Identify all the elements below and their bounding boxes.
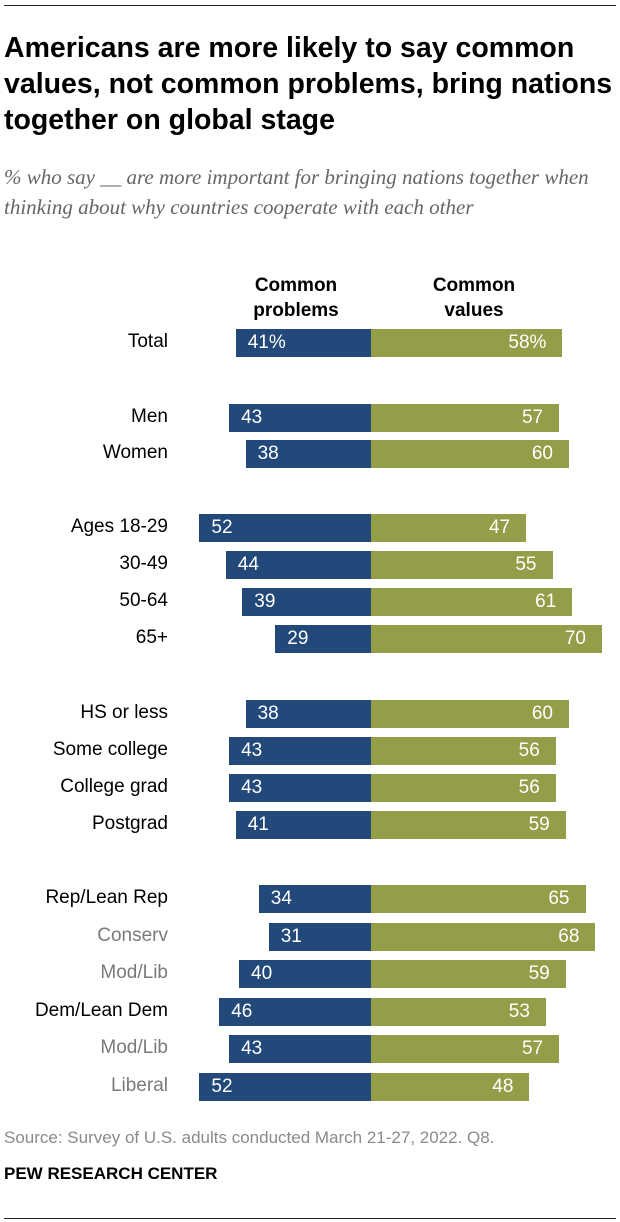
bar-common-problems <box>239 960 371 988</box>
row-label: Some college <box>52 739 168 760</box>
bar-common-problems <box>229 1035 371 1063</box>
row-label: Mod/Lib <box>100 1037 168 1058</box>
row-label: Ages 18-29 <box>70 516 168 537</box>
bar-common-values <box>371 700 569 728</box>
row-label: Women <box>102 442 168 463</box>
brand-label: PEW RESEARCH CENTER <box>4 1164 218 1183</box>
label-common-problems: 34 <box>270 888 292 909</box>
label-common-values: 57 <box>521 407 544 428</box>
label-common-values: 68 <box>558 926 580 947</box>
label-common-values: 58% <box>508 332 547 353</box>
bar-common-values <box>371 737 556 765</box>
bottom-rule <box>4 1218 616 1219</box>
bar-common-values <box>371 774 556 802</box>
legend-common-problems: Common problems <box>253 275 339 321</box>
row-label: Rep/Lean Rep <box>45 887 168 908</box>
bar-common-problems <box>245 440 371 468</box>
bar-common-problems <box>219 998 371 1026</box>
label-common-problems: 41 <box>247 814 269 835</box>
chart-title: Americans are more likely to say common … <box>4 32 613 136</box>
label-common-values: 59 <box>528 814 550 835</box>
label-common-values: 60 <box>531 443 553 464</box>
label-common-problems: 31 <box>280 926 302 947</box>
label-common-problems: 43 <box>241 740 263 761</box>
row-label: Men <box>131 406 168 427</box>
label-common-problems: 39 <box>254 591 276 612</box>
bar-common-values <box>371 551 553 579</box>
bar-common-problems <box>229 774 371 802</box>
bar-common-values <box>371 514 527 542</box>
label-common-values: 59 <box>528 963 550 984</box>
bar-common-values <box>371 1073 530 1101</box>
top-rule <box>4 5 616 6</box>
bar-common-problems <box>225 551 371 579</box>
chart-subtitle: % who say __ are more important for brin… <box>4 165 589 219</box>
label-common-values: 56 <box>518 740 540 761</box>
bar-common-values <box>371 625 602 653</box>
label-common-problems: 43 <box>241 407 263 428</box>
label-common-values: 55 <box>515 554 537 575</box>
label-common-problems: 44 <box>237 554 259 575</box>
label-common-problems: 52 <box>211 517 233 538</box>
label-common-problems: 38 <box>257 703 279 724</box>
label-common-values: 47 <box>488 517 511 538</box>
label-common-values: 56 <box>518 777 540 798</box>
label-common-values: 48 <box>492 1076 514 1097</box>
bar-common-values <box>371 885 586 913</box>
bar-common-problems <box>235 811 371 839</box>
row-label: Postgrad <box>91 813 168 834</box>
label-common-values: 65 <box>548 888 570 909</box>
bar-common-problems <box>275 625 371 653</box>
row-label: Total <box>127 331 168 352</box>
row-label: 50-64 <box>119 590 168 611</box>
bar-common-problems <box>235 329 371 357</box>
bar-common-problems <box>245 700 371 728</box>
bar-common-values <box>371 998 546 1026</box>
bar-common-problems <box>242 588 371 616</box>
bar-common-problems <box>229 404 371 432</box>
row-label: HS or less <box>80 702 168 723</box>
label-common-problems: 52 <box>211 1076 233 1097</box>
label-common-problems: 43 <box>241 1038 263 1059</box>
bar-common-values <box>371 440 569 468</box>
bar-common-values <box>371 960 566 988</box>
bar-common-values <box>371 1035 560 1063</box>
bar-common-values <box>371 329 563 357</box>
row-label: Dem/Lean Dem <box>34 1000 168 1021</box>
label-common-values: 61 <box>535 591 557 612</box>
bar-common-values <box>371 811 566 839</box>
label-common-problems: 38 <box>257 443 279 464</box>
label-common-values: 70 <box>564 628 586 649</box>
row-label: Liberal <box>110 1075 168 1096</box>
source-note: Source: Survey of U.S. adults conducted … <box>4 1128 495 1147</box>
legend-common-values: Common values <box>432 275 516 321</box>
bar-common-problems <box>268 923 371 951</box>
bar-common-values <box>371 404 560 432</box>
label-common-values: 60 <box>531 703 553 724</box>
label-common-values: 53 <box>508 1001 530 1022</box>
bar-common-problems <box>199 1073 371 1101</box>
bar-common-values <box>371 923 596 951</box>
row-label: 30-49 <box>119 553 168 574</box>
bar-common-problems <box>229 737 371 765</box>
label-common-problems: 29 <box>287 628 309 649</box>
bar-common-problems <box>199 514 371 542</box>
label-common-problems: 40 <box>251 963 273 984</box>
row-label: Mod/Lib <box>100 962 168 983</box>
bar-common-values <box>371 588 573 616</box>
bar-common-problems <box>258 885 371 913</box>
row-label: College grad <box>60 776 168 797</box>
row-label: Conserv <box>97 925 168 946</box>
label-common-problems: 46 <box>231 1001 253 1022</box>
label-common-problems: 41% <box>247 332 286 353</box>
label-common-problems: 43 <box>241 777 263 798</box>
label-common-values: 57 <box>521 1038 544 1059</box>
row-label: 65+ <box>135 627 168 648</box>
